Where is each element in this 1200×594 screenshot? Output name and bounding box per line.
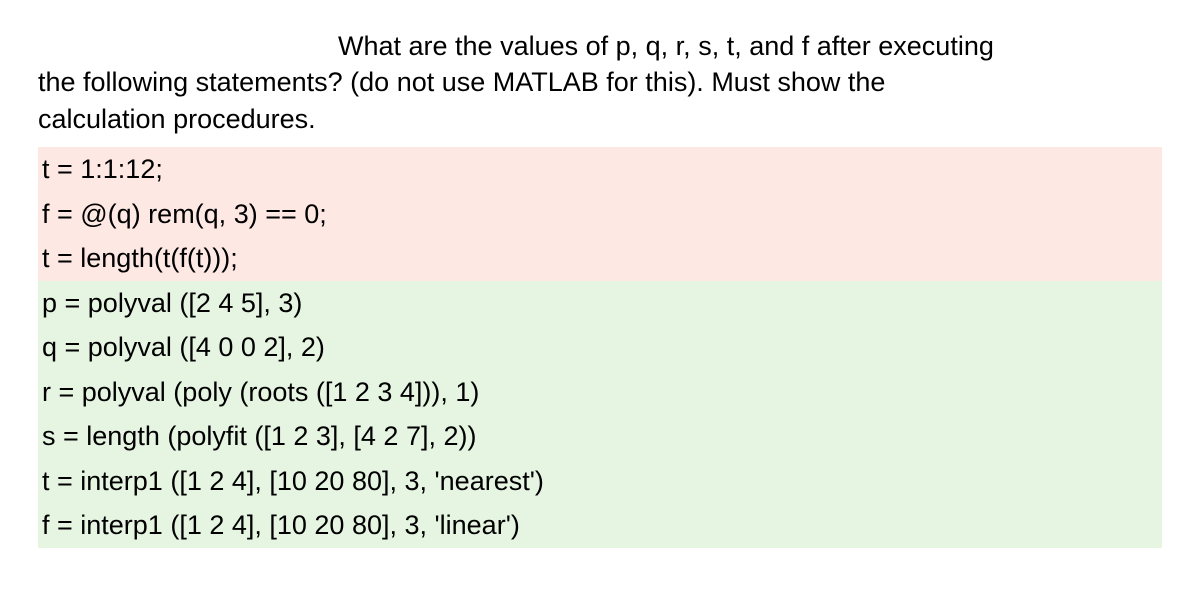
code-line: f = interp1 ([1 2 4], [10 20 80], 3, 'li…: [38, 503, 1162, 548]
code-block: t = 1:1:12; f = @(q) rem(q, 3) == 0; t =…: [38, 147, 1162, 548]
question-line-3: calculation procedures.: [38, 104, 316, 134]
question-line-2: the following statements? (do not use MA…: [38, 67, 885, 97]
code-line: t = length(t(f(t)));: [38, 236, 1162, 281]
question-text: What are the values of p, q, r, s, t, an…: [38, 28, 1162, 137]
code-line: f = @(q) rem(q, 3) == 0;: [38, 192, 1162, 237]
code-line: r = polyval (poly (roots ([1 2 3 4])), 1…: [38, 370, 1162, 415]
code-line: t = interp1 ([1 2 4], [10 20 80], 3, 'ne…: [38, 459, 1162, 504]
code-line: p = polyval ([2 4 5], 3): [38, 281, 1162, 326]
question-line-1: What are the values of p, q, r, s, t, an…: [338, 31, 994, 61]
code-line: t = 1:1:12;: [38, 147, 1162, 192]
code-line: s = length (polyfit ([1 2 3], [4 2 7], 2…: [38, 414, 1162, 459]
code-line: q = polyval ([4 0 0 2], 2): [38, 325, 1162, 370]
main-container: What are the values of p, q, r, s, t, an…: [0, 0, 1200, 548]
